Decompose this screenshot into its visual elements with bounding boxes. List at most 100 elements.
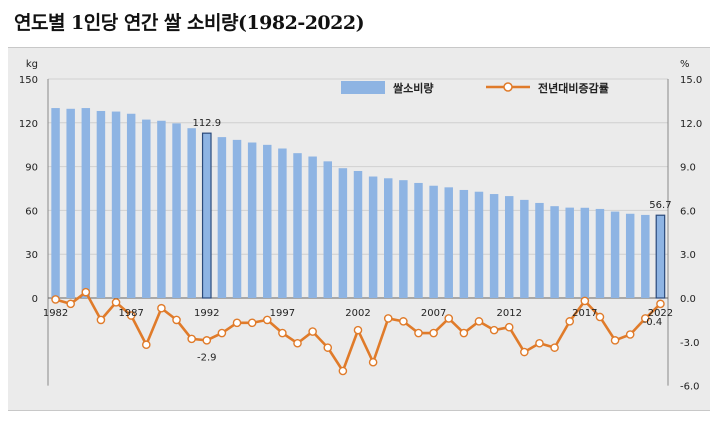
y-left-tick-label: 120 (19, 119, 38, 130)
y-left-tick-label: 60 (25, 206, 38, 217)
bar (444, 187, 453, 298)
line-point (217, 328, 227, 338)
bar (323, 161, 332, 298)
legend-line-marker (503, 82, 513, 92)
line-point (459, 328, 469, 338)
bar (399, 180, 408, 298)
line-point (141, 340, 151, 350)
line-point (520, 347, 529, 357)
y-left-tick-label: 90 (25, 163, 38, 174)
line-point (96, 315, 106, 325)
x-tick-label: 2017 (572, 308, 597, 319)
bar (142, 119, 151, 298)
line-point (111, 298, 121, 307)
y-left-tick-label: 0 (32, 294, 38, 305)
line-point (157, 303, 166, 313)
bar (308, 156, 317, 298)
line-data-label: -2.9 (197, 352, 217, 363)
line-point (202, 336, 212, 345)
y-left-unit: kg (26, 59, 38, 70)
line-point (353, 325, 363, 335)
line-point (383, 314, 393, 323)
bar (338, 168, 348, 298)
x-tick-label: 2022 (648, 308, 673, 319)
bar (580, 207, 590, 298)
x-tick-label: 2012 (496, 308, 521, 319)
y-right-tick-label: 15.0 (680, 75, 702, 86)
bar (489, 194, 499, 298)
chart-title: 연도별 1인당 연간 쌀 소비량(1982-2022) (14, 12, 365, 34)
bar (535, 202, 544, 298)
bar (641, 214, 650, 298)
bar (293, 153, 302, 298)
line-point (550, 343, 559, 352)
y-right-tick-label: 12.0 (680, 119, 702, 130)
line-point (293, 338, 302, 348)
line-point (81, 287, 91, 297)
bar (111, 111, 121, 298)
line-point (580, 296, 590, 306)
line-point (489, 325, 499, 335)
bar (595, 208, 605, 298)
bar (81, 108, 91, 298)
chart-svg: kg 150 120 90 60 30 0% 15.0 12.0 9.0 6.0 3.0 0.0 -3.0… (19, 59, 702, 393)
line-point (429, 328, 438, 338)
bar (474, 191, 484, 298)
y-right-tick-label: 6.0 (680, 206, 696, 217)
line-point (66, 299, 75, 309)
bar (232, 139, 242, 298)
bar (217, 137, 227, 298)
bar (278, 148, 287, 298)
bar (384, 178, 393, 298)
line-point (656, 299, 665, 309)
bar (565, 207, 574, 298)
bar (353, 170, 363, 298)
line-point (247, 318, 257, 328)
bar (187, 128, 196, 298)
line-point (610, 336, 620, 345)
x-tick-label: 1992 (194, 308, 219, 319)
line-point (368, 357, 378, 367)
line-point (232, 318, 242, 328)
y-right-tick-label: 3.0 (680, 250, 696, 261)
x-tick-label: 2002 (345, 308, 370, 319)
y-right-tick-label: -6.0 (680, 382, 700, 393)
line-point (414, 328, 423, 338)
y-right-tick-label: -3.0 (680, 338, 700, 349)
bar-data-label: 56.7 (649, 200, 671, 211)
y-right-tick-label: 0.0 (680, 294, 696, 305)
y-right-tick-label: 9.0 (680, 163, 696, 174)
line-point (126, 311, 136, 320)
line-point (641, 314, 650, 323)
bar (655, 214, 666, 299)
line-point (187, 334, 196, 344)
y-left-tick-label: 30 (25, 250, 38, 261)
y-right-unit: % (680, 59, 690, 70)
bar-series (51, 108, 666, 299)
chart-panel: kg 150 120 90 60 30 0% 15.0 12.0 9.0 6.0 3.0 0.0 -3.0… (8, 47, 710, 411)
bar (126, 113, 136, 298)
line-point (444, 314, 454, 323)
line-point (535, 338, 544, 348)
bar (51, 108, 60, 298)
line-point (323, 343, 333, 352)
x-tick-label: 1997 (270, 308, 295, 319)
line-point (595, 312, 605, 322)
line-point (172, 315, 181, 325)
bar (504, 196, 514, 298)
tick-labels: kg 150 120 90 60 30 0% 15.0 12.0 9.0 6.0 3.0 0.0 -3.0… (19, 59, 702, 393)
annotations: 112.9 -2.9 56.7 -0.4 (192, 118, 671, 363)
legend-bar-label: 쌀소비량 (393, 81, 433, 95)
bar (459, 189, 469, 298)
line-point (504, 322, 514, 332)
line-point (338, 366, 348, 376)
bar (610, 211, 620, 298)
line-point (308, 327, 317, 336)
bar (247, 142, 257, 298)
bar (172, 123, 181, 298)
x-tick-label: 1987 (118, 308, 143, 319)
bar (66, 108, 75, 298)
bar (157, 120, 166, 298)
line-point (399, 317, 408, 326)
legend-line-label: 전년대비증감률 (538, 81, 609, 95)
